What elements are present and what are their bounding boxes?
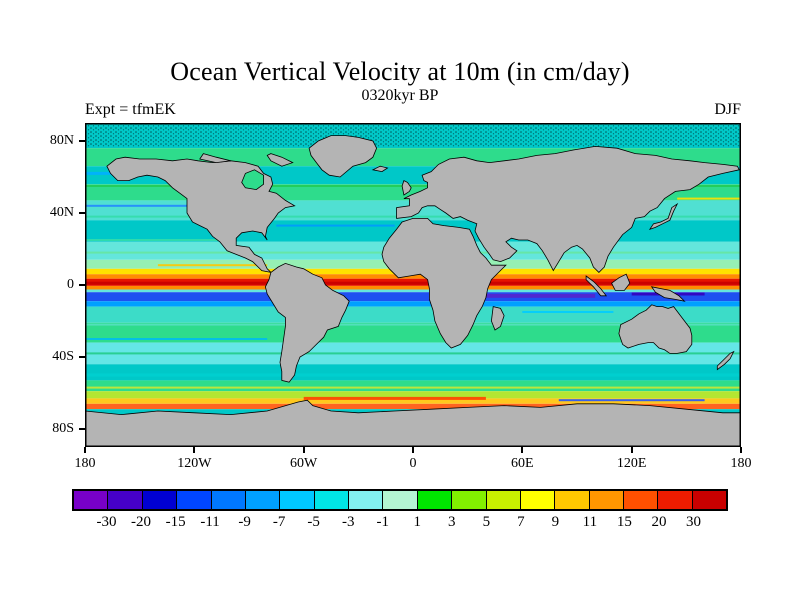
colorbar-level: -20 bbox=[131, 514, 152, 530]
lon-tick-label: 180 bbox=[730, 456, 752, 471]
lat-tick-mark bbox=[79, 356, 85, 358]
lon-tick-label: 60E bbox=[511, 456, 534, 471]
land-south-america bbox=[264, 262, 350, 383]
lon-tick-mark bbox=[302, 447, 305, 453]
colorbar-level: -1 bbox=[376, 514, 389, 530]
lon-tick-mark bbox=[193, 447, 196, 453]
colorbar-segment bbox=[658, 491, 693, 509]
colorbar-level: 30 bbox=[685, 514, 701, 530]
colorbar-segment bbox=[280, 491, 315, 509]
lon-tick-mark bbox=[84, 447, 86, 453]
lat-tick-mark bbox=[79, 428, 85, 430]
season-label: DJF bbox=[714, 101, 741, 118]
land-iceland bbox=[371, 165, 389, 173]
colorbar-segment bbox=[452, 491, 487, 509]
colorbar-level: -7 bbox=[272, 514, 286, 530]
colorbar-segment bbox=[383, 491, 418, 509]
map-frame bbox=[85, 123, 741, 447]
land-sumatra bbox=[585, 275, 608, 297]
latitude-axis: 80N 40N 0 40S 80S bbox=[0, 123, 85, 447]
lon-tick-mark bbox=[412, 447, 414, 453]
colorbar-segment bbox=[624, 491, 659, 509]
land-greenland bbox=[308, 135, 378, 178]
colorbar-segment bbox=[486, 491, 521, 509]
colorbar-segment bbox=[177, 491, 212, 509]
land-africa bbox=[381, 218, 507, 349]
chart-subtitle: 0320kyr BP bbox=[361, 87, 439, 104]
colorbar-segment bbox=[692, 491, 727, 509]
colorbar-segment bbox=[74, 491, 109, 509]
lat-tick-mark bbox=[79, 140, 85, 142]
continents bbox=[85, 135, 741, 447]
colorbar-segment bbox=[108, 491, 143, 509]
lat-tick-label: 80S bbox=[52, 421, 74, 436]
colorbar-segment bbox=[314, 491, 349, 509]
land-baffin-island bbox=[266, 153, 294, 167]
experiment-label: Expt = tfmEK bbox=[85, 101, 176, 118]
colorbar-segment bbox=[520, 491, 556, 509]
land-new-guinea bbox=[650, 286, 686, 302]
colorbar-level: 5 bbox=[482, 514, 491, 530]
colorbar-segment bbox=[245, 491, 281, 509]
colorbar-segment bbox=[349, 491, 384, 509]
colorbar-segment bbox=[211, 491, 246, 509]
colorbar-level: -30 bbox=[96, 514, 117, 530]
colorbar-level: 7 bbox=[517, 514, 525, 530]
chart-title: Ocean Vertical Velocity at 10m (in cm/da… bbox=[170, 57, 630, 86]
lon-tick-label: 60W bbox=[290, 456, 318, 471]
colorbar-level: 15 bbox=[616, 514, 632, 530]
lat-tick-mark bbox=[79, 212, 85, 214]
lon-tick-mark bbox=[630, 447, 633, 453]
colorbar-level: -11 bbox=[200, 514, 220, 530]
land-madagascar bbox=[490, 306, 505, 331]
land-antarctica bbox=[85, 399, 741, 447]
lat-tick-label: 0 bbox=[67, 277, 74, 292]
colorbar-level: 1 bbox=[413, 514, 422, 530]
lat-tick-mark bbox=[79, 284, 85, 286]
colorbar-level: 11 bbox=[582, 514, 598, 530]
colorbar-segment bbox=[142, 491, 178, 509]
land-eurasia bbox=[396, 145, 740, 273]
colorbar-level: 9 bbox=[551, 514, 560, 530]
colorbar-level: 20 bbox=[651, 514, 667, 530]
lat-tick-label: 40S bbox=[52, 349, 74, 364]
lon-tick-label: 120W bbox=[177, 456, 212, 471]
colorbar-scale: -30 -20 -15 -11 -9 -7 -5 -3 -1 1 3 5 7 9 11 15 20 30 bbox=[72, 514, 728, 534]
lon-tick-mark bbox=[521, 447, 524, 453]
colorbar-segment bbox=[555, 491, 590, 509]
land-new-zealand bbox=[716, 350, 735, 371]
lon-tick-label: 180 bbox=[74, 456, 96, 471]
lon-tick-mark bbox=[740, 447, 742, 453]
colorbar-segment bbox=[589, 491, 624, 509]
colorbar-level: 3 bbox=[448, 514, 456, 530]
land-borneo bbox=[611, 273, 631, 291]
colorbar-segment bbox=[417, 491, 453, 509]
lon-tick-label: 120E bbox=[616, 456, 647, 471]
land-japan bbox=[648, 202, 679, 230]
colorbar-level: -15 bbox=[165, 514, 186, 530]
land-british-isles bbox=[401, 180, 412, 196]
lake-hudson-bay bbox=[241, 169, 264, 191]
lat-tick-label: 40N bbox=[49, 205, 74, 220]
lon-tick-label: 0 bbox=[409, 456, 417, 471]
land-australia bbox=[618, 304, 693, 354]
land-victoria-island bbox=[199, 153, 231, 164]
longitude-axis: 180 120W 60W 0 60E 120E 180 bbox=[75, 447, 752, 487]
colorbar-level: -9 bbox=[238, 514, 251, 530]
colorbar-level: -3 bbox=[341, 514, 355, 530]
colorbar bbox=[72, 489, 728, 511]
world-map bbox=[85, 123, 741, 447]
colorbar-level: -5 bbox=[307, 514, 320, 530]
lat-tick-label: 80N bbox=[49, 133, 74, 148]
